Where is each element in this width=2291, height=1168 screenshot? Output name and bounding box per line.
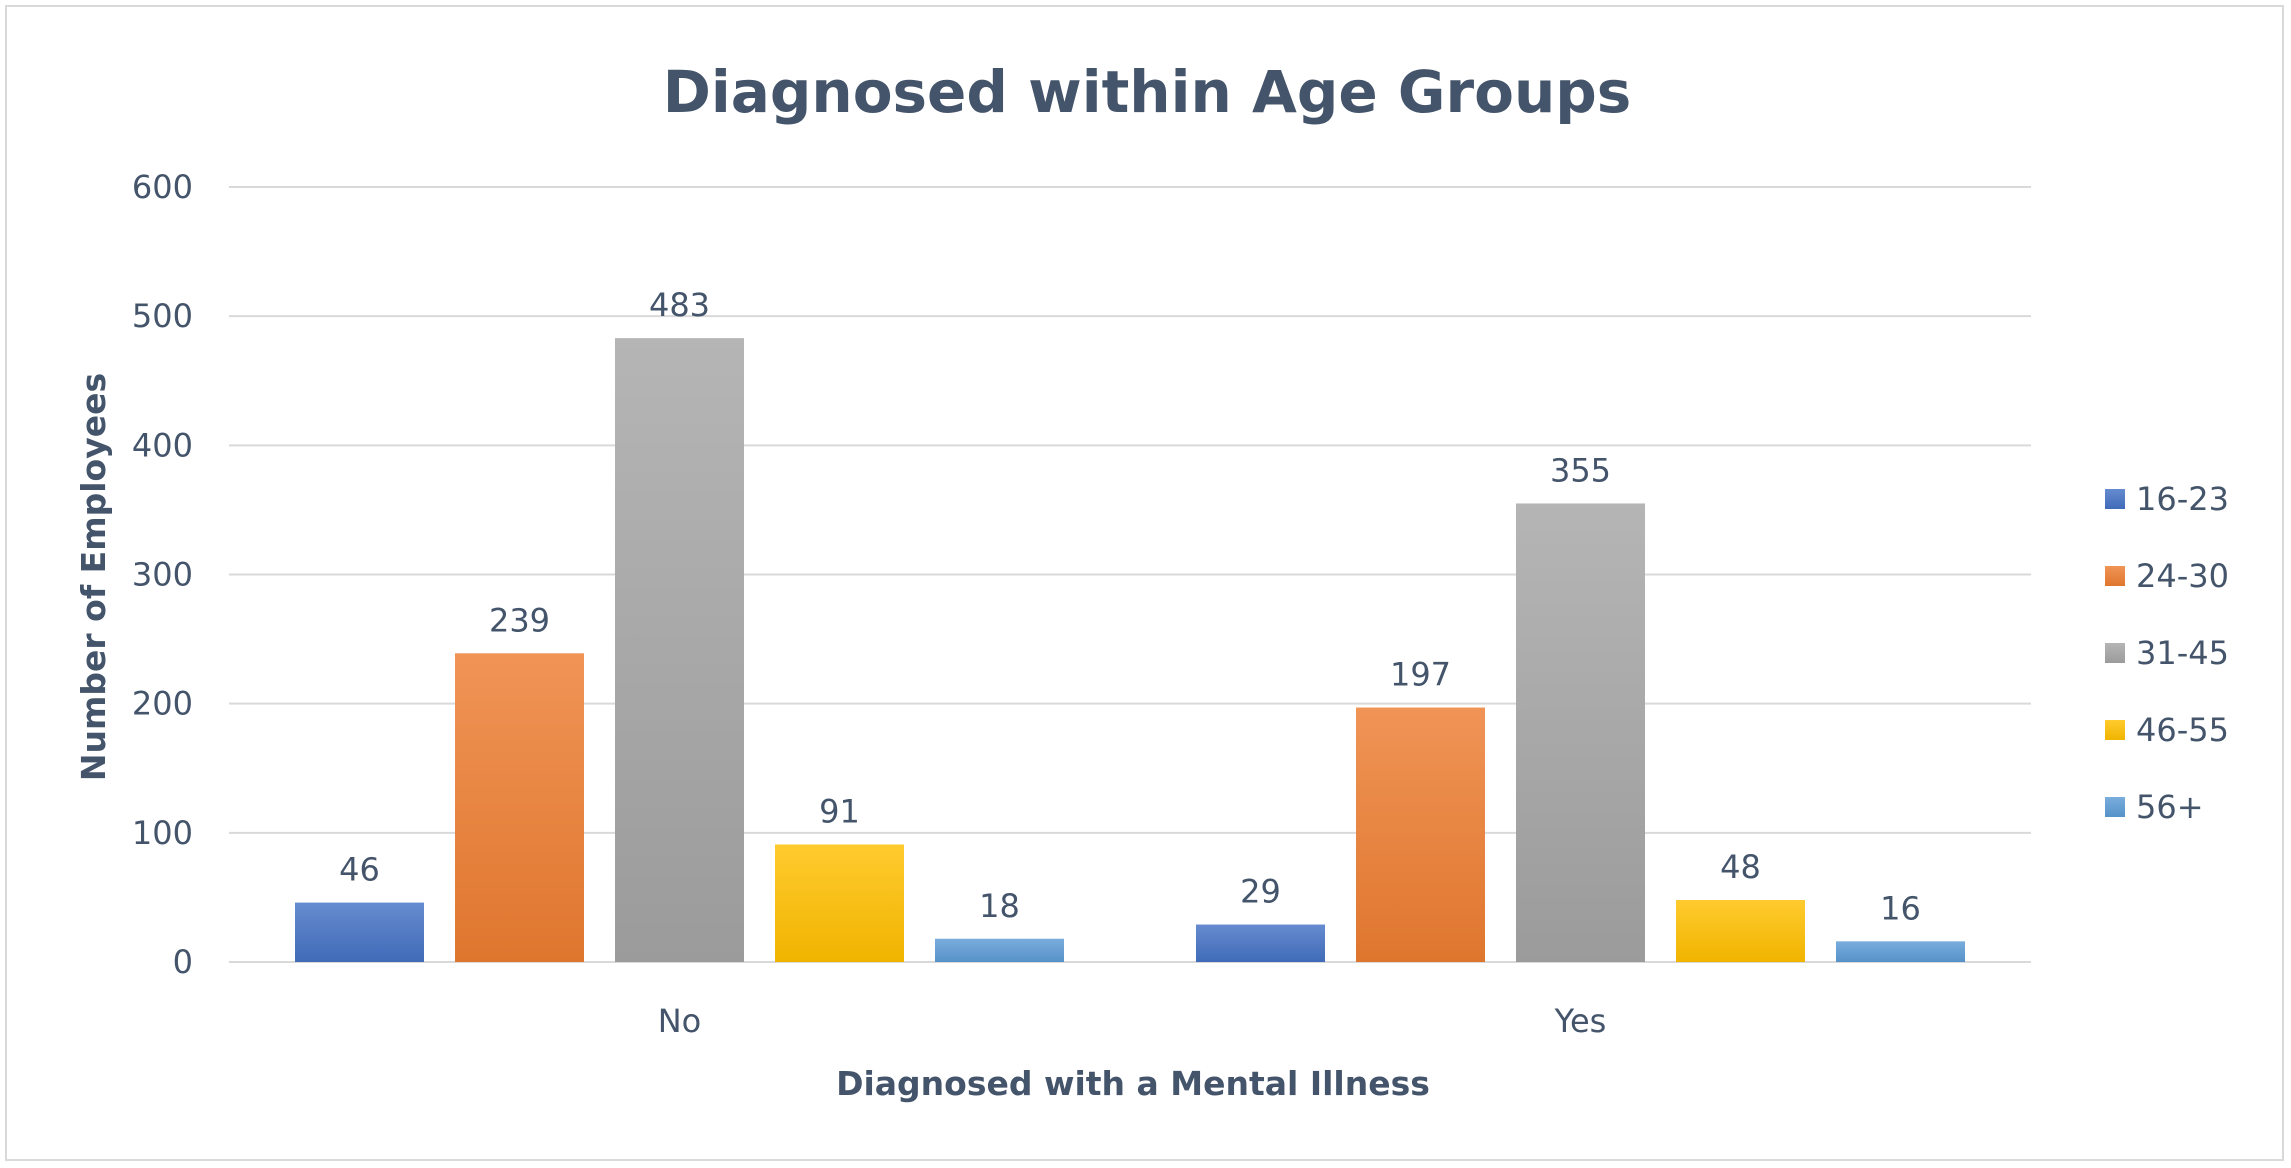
legend-label: 46-55 [2136, 711, 2229, 749]
legend-label: 56+ [2136, 788, 2204, 826]
x-axis-ticks: No Yes [658, 1002, 1607, 1040]
legend-swatch [2105, 643, 2125, 663]
bar-24-30-No [455, 653, 584, 962]
bar-16-23-No [295, 902, 424, 962]
y-tick-label: 0 [173, 943, 193, 981]
data-label: 18 [979, 887, 1020, 925]
legend-swatch [2105, 566, 2125, 586]
bar-16-23-Yes [1196, 924, 1325, 962]
x-tick-label: Yes [1554, 1002, 1607, 1040]
legend: 16-23 24-30 31-45 46-55 56+ [2105, 480, 2229, 826]
chart-title: Diagnosed within Age Groups [663, 58, 1632, 126]
bar-24-30-Yes [1356, 707, 1485, 962]
data-label: 16 [1880, 889, 1921, 927]
data-label: 29 [1240, 873, 1281, 911]
bar-56+-Yes [1836, 941, 1965, 962]
data-label: 355 [1550, 451, 1611, 489]
bar-chart: Diagnosed within Age Groups 0 100 200 300 40… [74, 58, 2229, 1103]
legend-label: 24-30 [2136, 557, 2229, 595]
y-axis-ticks: 0 100 200 300 400 500 600 [132, 168, 193, 981]
y-axis-title: Number of Employees [74, 373, 113, 781]
bar-31-45-Yes [1516, 503, 1645, 962]
y-tick-label: 100 [132, 814, 193, 852]
legend-label: 16-23 [2136, 480, 2229, 518]
y-tick-label: 500 [132, 297, 193, 335]
x-axis-title: Diagnosed with a Mental Illness [836, 1064, 1430, 1103]
chart-frame: Diagnosed within Age Groups 0 100 200 300 40… [5, 5, 2284, 1161]
bars [295, 338, 1965, 962]
legend-swatch [2105, 797, 2125, 817]
bar-31-45-No [615, 338, 744, 962]
legend-label: 31-45 [2136, 634, 2229, 672]
y-tick-label: 300 [132, 556, 193, 594]
data-label: 239 [489, 601, 550, 639]
data-labels: 46 239 483 91 18 29 197 355 48 16 [339, 286, 1921, 927]
bar-46-55-No [775, 844, 904, 962]
data-label: 483 [649, 286, 710, 324]
x-tick-label: No [658, 1002, 702, 1040]
bar-46-55-Yes [1676, 900, 1805, 962]
data-label: 197 [1390, 656, 1451, 694]
data-label: 48 [1720, 848, 1761, 886]
legend-swatch [2105, 720, 2125, 740]
y-tick-label: 400 [132, 426, 193, 464]
legend-swatch [2105, 489, 2125, 509]
y-tick-label: 200 [132, 685, 193, 723]
y-tick-label: 600 [132, 168, 193, 206]
data-label: 91 [819, 792, 860, 830]
bar-56+-No [935, 938, 1064, 962]
data-label: 46 [339, 851, 380, 889]
